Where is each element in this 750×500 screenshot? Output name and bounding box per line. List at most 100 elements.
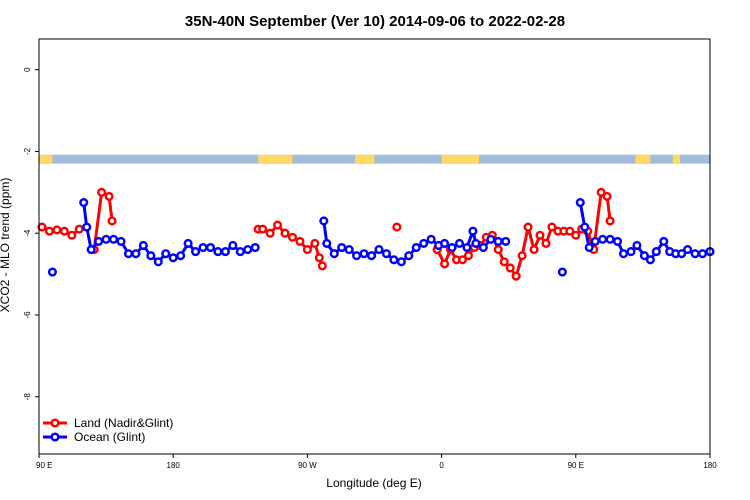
data-point-ocean-glint [220, 247, 230, 257]
data-point-ocean-glint [176, 251, 186, 261]
data-point-land-nadir-glint [37, 222, 47, 232]
data-point-ocean-glint [486, 234, 496, 244]
data-point-ocean-glint [697, 249, 708, 259]
data-point-ocean-glint [337, 242, 347, 253]
data-point-ocean-glint [146, 251, 156, 261]
data-point-land-nadir-glint [523, 222, 533, 232]
land-strip-segment [258, 154, 293, 164]
data-point-land-nadir-glint [317, 261, 327, 271]
data-point-ocean-glint [493, 236, 503, 246]
axes: 90 E 180 90 W 0 90 E 180 0 -2 -4 -6 -8 [23, 38, 717, 470]
x-tick-label: 180 [703, 461, 717, 470]
data-point-ocean-glint [123, 249, 134, 259]
x-axis-title: Longitude (deg E) [326, 476, 421, 490]
land-strip-segment [672, 154, 681, 164]
data-point-ocean-glint [478, 242, 488, 253]
data-point-ocean-glint [590, 236, 600, 246]
data-point-ocean-glint [47, 267, 57, 277]
data-point-land-nadir-glint [280, 228, 290, 238]
data-point-land-nadir-glint [310, 238, 320, 248]
data-point-ocean-glint [557, 267, 567, 277]
data-point-ocean-glint [352, 251, 362, 261]
data-point-ocean-glint [605, 234, 615, 244]
data-point-ocean-glint [411, 242, 421, 253]
data-point-ocean-glint [329, 249, 339, 259]
y-tick-label: -4 [23, 229, 32, 237]
data-point-ocean-glint [131, 249, 141, 259]
data-point-land-nadir-glint [547, 222, 557, 232]
data-point-ocean-glint [116, 236, 126, 246]
data-point-ocean-glint [468, 226, 478, 236]
data-point-ocean-glint [213, 247, 223, 257]
data-point-ocean-glint [250, 242, 260, 253]
data-point-ocean-glint [322, 238, 332, 248]
data-point-land-nadir-glint [97, 187, 107, 197]
data-point-ocean-glint [86, 245, 96, 255]
data-point-ocean-glint [359, 249, 369, 259]
data-point-land-nadir-glint [67, 230, 77, 240]
data-point-land-nadir-glint [596, 187, 606, 197]
data-point-ocean-glint [153, 257, 163, 267]
data-point-land-nadir-glint [273, 220, 283, 230]
legend-label-land-nadir-glint: Land (Nadir&Glint) [74, 416, 173, 430]
land-strip-segment [635, 154, 651, 164]
data-point-land-nadir-glint [511, 271, 521, 281]
legend: Land (Nadir&Glint)Ocean (Glint) [43, 416, 173, 444]
data-point-land-nadir-glint [74, 224, 84, 234]
data-point-ocean-glint [580, 222, 590, 232]
data-point-ocean-glint [228, 240, 238, 251]
data-point-land-nadir-glint [440, 259, 450, 269]
data-point-ocean-glint [94, 236, 104, 246]
data-point-ocean-glint [404, 251, 414, 261]
data-point-ocean-glint [82, 222, 92, 232]
data-point-ocean-glint [626, 247, 636, 257]
data-point-land-nadir-glint [602, 191, 612, 201]
data-point-land-nadir-glint [314, 253, 324, 263]
data-point-land-nadir-glint [517, 251, 527, 261]
y-tick-label: -6 [23, 311, 32, 319]
data-point-land-nadir-glint [535, 230, 545, 240]
data-point-ocean-glint [659, 236, 669, 246]
data-point-ocean-glint [639, 251, 649, 261]
y-tick-label: 0 [23, 67, 32, 72]
data-point-ocean-glint [235, 247, 245, 257]
data-point-land-nadir-glint [302, 245, 312, 255]
land-strip-segment [39, 154, 53, 164]
legend-label-ocean-glint: Ocean (Glint) [74, 430, 145, 444]
data-point-ocean-glint [613, 236, 623, 246]
data-point-ocean-glint [645, 255, 655, 265]
data-point-ocean-glint [632, 240, 642, 251]
data-point-land-nadir-glint [107, 216, 117, 226]
data-point-ocean-glint [651, 247, 661, 257]
legend-marker-land-nadir-glint [50, 418, 60, 428]
data-point-land-nadir-glint [463, 251, 473, 261]
data-point-land-nadir-glint [457, 255, 468, 265]
x-tick-label: 0 [439, 461, 444, 470]
x-tick-label: 90 E [36, 461, 52, 470]
data-point-ocean-glint [161, 249, 171, 259]
data-point-land-nadir-glint [258, 224, 268, 234]
y-axis-title: XCO2 - MLO trend (ppm) [0, 178, 12, 313]
data-point-ocean-glint [319, 216, 329, 226]
land-strip-segment [441, 154, 479, 164]
plot-area [37, 154, 715, 281]
x-tick-label: 180 [167, 461, 181, 470]
data-point-land-nadir-glint [295, 236, 305, 246]
data-point-land-nadir-glint [392, 222, 402, 232]
data-point-ocean-glint [396, 257, 406, 267]
legend-marker-ocean-glint [50, 432, 60, 442]
data-point-ocean-glint [205, 242, 216, 253]
plot-frame [38, 38, 711, 455]
data-point-land-nadir-glint [571, 230, 581, 240]
data-point-ocean-glint [381, 249, 391, 259]
data-point-ocean-glint [183, 238, 193, 248]
data-point-ocean-glint [374, 245, 384, 255]
data-point-ocean-glint [447, 242, 457, 253]
data-point-land-nadir-glint [541, 238, 551, 248]
data-point-land-nadir-glint [605, 216, 615, 226]
data-point-land-nadir-glint [287, 232, 298, 242]
data-point-land-nadir-glint [499, 257, 509, 267]
data-point-ocean-glint [243, 245, 253, 255]
data-point-ocean-glint [584, 242, 594, 253]
data-point-ocean-glint [109, 234, 119, 244]
